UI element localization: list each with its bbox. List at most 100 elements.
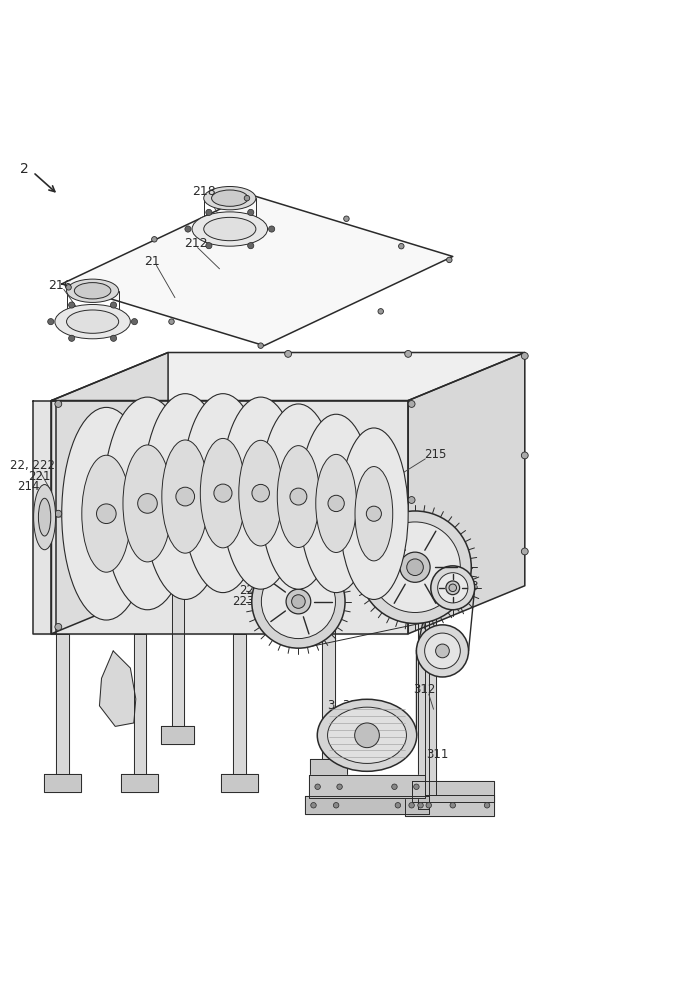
Circle shape xyxy=(370,522,460,613)
Circle shape xyxy=(48,319,54,325)
Ellipse shape xyxy=(355,467,392,561)
Text: 223: 223 xyxy=(233,595,255,608)
Polygon shape xyxy=(161,726,194,744)
Circle shape xyxy=(436,644,449,658)
Circle shape xyxy=(399,243,404,249)
Text: 312: 312 xyxy=(413,683,435,696)
Polygon shape xyxy=(134,634,146,774)
Polygon shape xyxy=(233,634,246,774)
Circle shape xyxy=(450,803,456,808)
Polygon shape xyxy=(62,195,453,346)
Circle shape xyxy=(449,584,457,592)
Text: 212: 212 xyxy=(184,237,207,250)
Text: 231: 231 xyxy=(147,437,169,450)
Ellipse shape xyxy=(103,397,192,610)
Circle shape xyxy=(395,803,401,808)
Ellipse shape xyxy=(82,455,131,572)
Text: 41: 41 xyxy=(421,602,436,615)
Circle shape xyxy=(521,353,528,359)
Ellipse shape xyxy=(74,283,111,299)
Circle shape xyxy=(409,803,414,808)
Ellipse shape xyxy=(192,212,268,246)
Circle shape xyxy=(292,595,305,608)
Circle shape xyxy=(138,494,157,513)
Ellipse shape xyxy=(38,498,51,536)
Polygon shape xyxy=(322,618,335,759)
Polygon shape xyxy=(221,774,258,792)
Polygon shape xyxy=(121,774,158,792)
Ellipse shape xyxy=(204,186,256,210)
Circle shape xyxy=(418,803,423,808)
Ellipse shape xyxy=(123,445,172,562)
Polygon shape xyxy=(51,353,525,401)
Circle shape xyxy=(55,401,62,407)
Circle shape xyxy=(269,226,274,232)
Text: 2: 2 xyxy=(21,162,29,176)
Ellipse shape xyxy=(99,491,120,543)
Circle shape xyxy=(55,623,62,630)
Circle shape xyxy=(206,209,212,215)
Text: 44: 44 xyxy=(404,557,419,570)
Ellipse shape xyxy=(316,454,357,552)
Text: 22, 222: 22, 222 xyxy=(10,459,56,472)
Ellipse shape xyxy=(260,404,337,589)
Text: 213: 213 xyxy=(99,443,121,456)
Circle shape xyxy=(176,487,195,506)
Circle shape xyxy=(337,784,342,789)
Circle shape xyxy=(132,319,137,325)
Ellipse shape xyxy=(340,428,408,599)
Polygon shape xyxy=(44,774,81,792)
Circle shape xyxy=(416,625,469,677)
Ellipse shape xyxy=(182,394,264,593)
Circle shape xyxy=(311,803,316,808)
Polygon shape xyxy=(310,759,347,776)
Ellipse shape xyxy=(55,304,130,339)
Ellipse shape xyxy=(328,707,406,763)
Polygon shape xyxy=(172,586,184,726)
Text: 21: 21 xyxy=(145,255,160,268)
Circle shape xyxy=(408,497,415,503)
Circle shape xyxy=(438,573,468,603)
Circle shape xyxy=(69,335,75,341)
Ellipse shape xyxy=(62,407,151,620)
Circle shape xyxy=(66,285,71,290)
Polygon shape xyxy=(412,781,494,802)
Circle shape xyxy=(110,335,117,341)
Circle shape xyxy=(447,257,452,263)
Text: 218: 218 xyxy=(193,185,216,198)
Text: 45, 453: 45, 453 xyxy=(434,580,479,593)
Circle shape xyxy=(407,559,423,576)
Circle shape xyxy=(248,243,254,249)
Circle shape xyxy=(408,401,415,407)
Text: 233: 233 xyxy=(420,516,442,529)
Circle shape xyxy=(261,564,335,639)
Ellipse shape xyxy=(67,310,119,333)
Circle shape xyxy=(366,506,381,521)
Polygon shape xyxy=(309,775,425,798)
Text: 214: 214 xyxy=(18,480,40,493)
Circle shape xyxy=(344,216,349,221)
Circle shape xyxy=(431,566,475,610)
Circle shape xyxy=(521,452,528,459)
Circle shape xyxy=(169,319,174,324)
Circle shape xyxy=(97,504,116,524)
Circle shape xyxy=(285,350,292,357)
Circle shape xyxy=(206,243,212,249)
Circle shape xyxy=(400,552,430,582)
Circle shape xyxy=(290,488,307,505)
Circle shape xyxy=(248,209,254,215)
Circle shape xyxy=(328,495,344,512)
Circle shape xyxy=(252,555,345,648)
Polygon shape xyxy=(418,562,429,809)
Polygon shape xyxy=(51,353,168,634)
Ellipse shape xyxy=(277,446,320,548)
Ellipse shape xyxy=(221,397,300,589)
Circle shape xyxy=(378,309,383,314)
Text: 221: 221 xyxy=(239,584,261,597)
Ellipse shape xyxy=(162,440,209,553)
Ellipse shape xyxy=(204,217,256,241)
Circle shape xyxy=(426,803,431,808)
Circle shape xyxy=(359,511,471,623)
Polygon shape xyxy=(33,401,56,634)
Circle shape xyxy=(408,596,415,603)
